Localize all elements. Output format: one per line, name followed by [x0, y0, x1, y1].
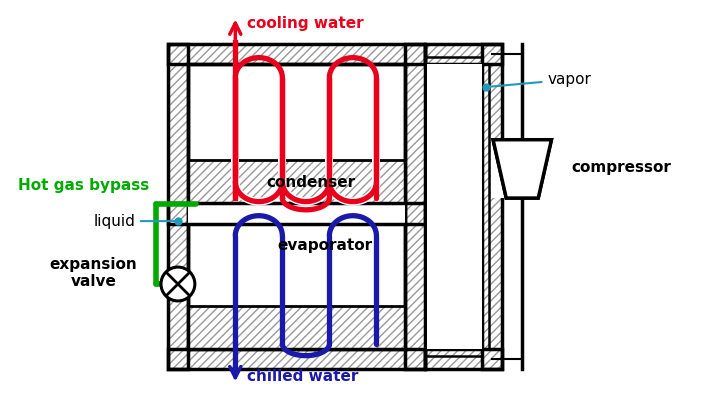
Circle shape — [161, 267, 195, 301]
Bar — [189, 306, 404, 349]
Bar — [404, 203, 425, 224]
Bar — [404, 44, 425, 369]
Text: condenser: condenser — [266, 175, 355, 189]
Bar — [427, 64, 482, 349]
Bar — [189, 64, 404, 160]
Polygon shape — [493, 140, 551, 198]
Bar — [168, 203, 189, 224]
Bar — [491, 140, 554, 198]
Bar — [168, 203, 189, 224]
Bar — [425, 349, 503, 369]
Bar — [482, 44, 503, 369]
Bar — [168, 44, 189, 369]
Bar — [189, 224, 404, 349]
Bar — [168, 203, 189, 224]
Text: evaporator: evaporator — [277, 238, 372, 253]
Bar — [168, 349, 425, 369]
Bar — [189, 160, 404, 203]
Bar — [168, 44, 425, 64]
Bar — [404, 44, 425, 369]
Bar — [482, 44, 503, 369]
Bar — [189, 203, 404, 224]
Bar — [189, 306, 404, 349]
Bar — [425, 349, 503, 369]
Text: liquid: liquid — [93, 214, 175, 228]
Text: compressor: compressor — [571, 160, 671, 174]
Bar — [425, 44, 503, 64]
Bar — [189, 160, 404, 203]
Bar — [168, 44, 425, 64]
Bar — [404, 203, 425, 224]
Bar — [425, 349, 503, 369]
Text: cooling water: cooling water — [247, 16, 364, 31]
Bar — [168, 44, 425, 64]
Bar — [189, 306, 404, 349]
Bar — [189, 160, 404, 203]
Bar — [425, 44, 503, 64]
Bar — [425, 44, 503, 64]
Bar — [189, 64, 404, 203]
Bar — [168, 349, 425, 369]
Polygon shape — [493, 140, 551, 198]
Bar — [168, 44, 189, 369]
Text: chilled water: chilled water — [247, 369, 358, 384]
Bar — [168, 349, 425, 369]
Text: Hot gas bypass: Hot gas bypass — [17, 178, 148, 193]
Bar — [168, 44, 189, 369]
Bar — [404, 203, 425, 224]
Bar — [189, 224, 404, 306]
Text: expansion
valve: expansion valve — [49, 257, 137, 289]
Bar — [482, 44, 503, 369]
Bar — [404, 44, 425, 369]
Text: vapor: vapor — [489, 72, 591, 87]
